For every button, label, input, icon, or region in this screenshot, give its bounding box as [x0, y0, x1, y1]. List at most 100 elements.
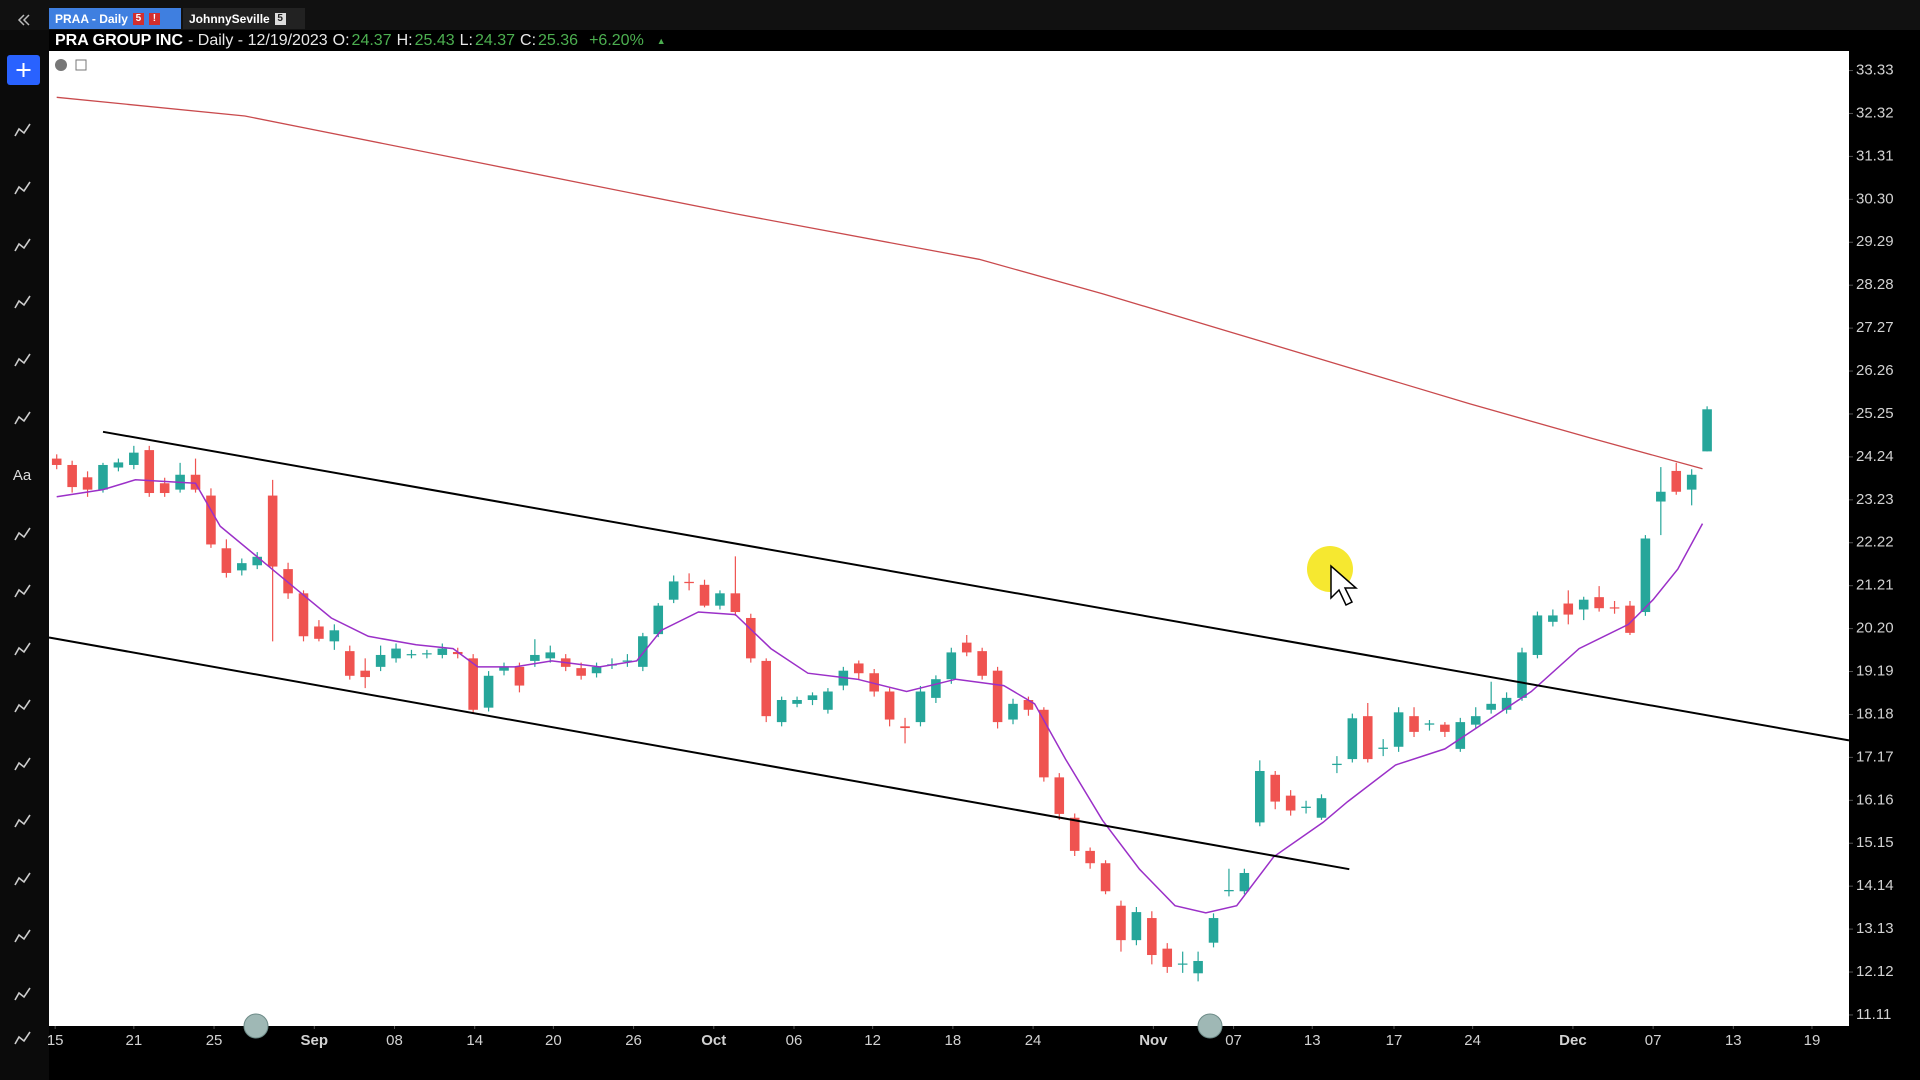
y-tick-label: 14.14: [1856, 877, 1894, 894]
plus-icon: [16, 63, 31, 77]
candle-body: [144, 450, 155, 494]
candle-body: [1023, 700, 1034, 710]
candle-body: [360, 670, 370, 678]
candle-body: [159, 483, 170, 494]
y-tick-label: 18.18: [1856, 705, 1894, 722]
tool-icon[interactable]: [14, 527, 31, 541]
tab[interactable]: PRAA - Daily 5 !: [49, 8, 181, 29]
settings-icon[interactable]: [55, 59, 67, 71]
x-tick-label: Sep: [301, 1032, 329, 1049]
candle-body: [1239, 872, 1250, 892]
candle-body: [190, 474, 201, 490]
candle-body: [807, 695, 818, 701]
candle-body: [1162, 948, 1173, 967]
tool-icon[interactable]: [14, 123, 31, 137]
y-tick-label: 33.33: [1856, 62, 1894, 79]
candle-body: [1362, 716, 1373, 760]
candle-body: [1501, 697, 1512, 710]
x-tick-label: 08: [386, 1032, 403, 1049]
y-tick-label: 11.11: [1856, 1006, 1891, 1023]
candle-body: [1193, 960, 1203, 974]
candle-body: [1270, 774, 1281, 802]
x-tick-label: 07: [1645, 1032, 1662, 1049]
candle-body: [1640, 538, 1651, 613]
candle-body: [1285, 795, 1296, 811]
candle-body: [82, 477, 93, 490]
tool-icon[interactable]: [14, 411, 31, 425]
y-tick-label: 16.16: [1856, 791, 1894, 808]
quote-label: C:: [520, 32, 537, 49]
candle-body: [437, 648, 448, 655]
candle-body: [67, 464, 77, 488]
tab-badge: 5: [274, 12, 286, 25]
candle-body: [977, 651, 987, 676]
candle-body: [344, 651, 355, 676]
candle-body: [1131, 912, 1142, 941]
tab-badge: !: [148, 12, 160, 25]
tool-icon[interactable]: [14, 872, 31, 886]
y-tick-label: 25.25: [1856, 405, 1894, 422]
tab-label[interactable]: JohnnySeville: [189, 11, 270, 26]
tool-icon[interactable]: [14, 181, 31, 195]
candle-body: [1039, 709, 1049, 778]
collapse-icon[interactable]: [17, 14, 30, 26]
candle-body: [98, 464, 108, 490]
event-marker[interactable]: [243, 1013, 269, 1039]
x-tick-label: 20: [545, 1032, 562, 1049]
x-tick-label: Nov: [1139, 1032, 1168, 1049]
candle-body: [530, 654, 540, 661]
candle-body: [545, 652, 556, 659]
candle-body: [915, 691, 926, 723]
event-marker[interactable]: [1197, 1013, 1223, 1039]
tool-icon[interactable]: [14, 987, 31, 1001]
candle-body: [129, 452, 139, 465]
x-tick-label: 18: [945, 1032, 962, 1049]
plot-area: [49, 51, 1849, 1026]
candle-body: [761, 660, 772, 717]
candle-body: [1100, 863, 1111, 892]
candle-body: [314, 626, 324, 639]
candle-body: [1455, 722, 1466, 749]
add-icon[interactable]: [75, 59, 87, 71]
tool-icon[interactable]: [14, 814, 31, 828]
candle-body: [715, 593, 725, 606]
candle-body: [1440, 724, 1450, 732]
candle-body: [1486, 703, 1496, 710]
candle-body: [1301, 806, 1311, 808]
tool-icon[interactable]: [14, 757, 31, 771]
candle-body: [1532, 615, 1543, 655]
quote-value: 25.36: [538, 32, 579, 49]
left-toolbar: [0, 0, 49, 1080]
tool-icon[interactable]: [14, 353, 31, 367]
candle-body: [1702, 409, 1712, 452]
x-tick-label: 15: [47, 1032, 64, 1049]
x-tick-label: 25: [206, 1032, 223, 1049]
y-tick-label: 31.31: [1856, 147, 1894, 164]
candle-body: [1316, 798, 1327, 818]
tool-icon[interactable]: [14, 1031, 31, 1045]
tool-icon[interactable]: [14, 584, 31, 598]
tab-label[interactable]: PRAA - Daily: [55, 11, 128, 26]
tool-icon[interactable]: [14, 238, 31, 252]
candle-body: [406, 654, 417, 656]
candle-body: [1347, 718, 1358, 760]
candle-body: [1008, 703, 1018, 720]
candle-body: [730, 593, 741, 613]
tool-icon[interactable]: [14, 642, 31, 656]
candle-body: [422, 653, 432, 655]
candle-body: [1332, 763, 1342, 766]
candle-body: [1224, 889, 1234, 892]
candle-body: [653, 605, 664, 635]
y-tick-label: 17.17: [1856, 748, 1894, 765]
tab[interactable]: JohnnySeville 5: [183, 8, 305, 29]
tool-icon[interactable]: [14, 929, 31, 943]
tool-icon[interactable]: [14, 295, 31, 309]
candle-body: [931, 679, 941, 698]
tool-text[interactable]: Aa: [13, 467, 32, 484]
y-tick-label: 12.12: [1856, 963, 1894, 980]
y-tick-label: 22.22: [1856, 534, 1894, 551]
tool-icon[interactable]: [14, 699, 31, 713]
candle-body: [1609, 607, 1620, 609]
x-tick-label: 26: [625, 1032, 642, 1049]
